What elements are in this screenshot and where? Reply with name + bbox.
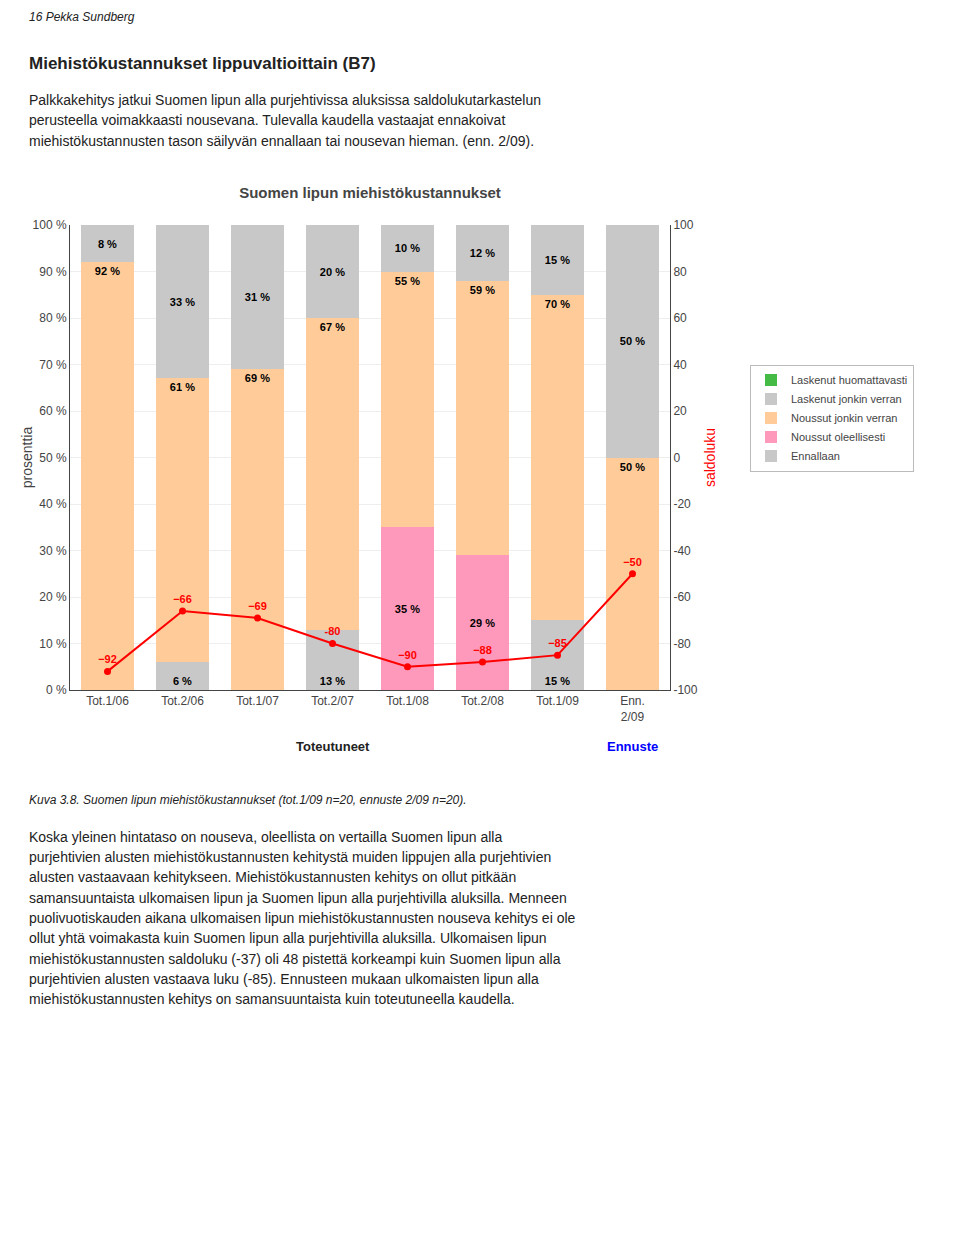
svg-text:67 %: 67 %	[320, 321, 345, 333]
svg-text:30 %: 30 %	[39, 544, 67, 558]
svg-text:-80: -80	[673, 637, 691, 651]
html-text:Kuva 3.8. Suomen lipun miehist: Kuva 3.8. Suomen lipun miehistökustannuk…	[29, 792, 467, 807]
svg-text:80: 80	[673, 265, 687, 279]
html-text:Palkkakehitys jatkui Suomen li: Palkkakehitys jatkui Suomen lipun alla p…	[29, 92, 541, 149]
svg-text:Laskenut huomattavasti: Laskenut huomattavasti	[791, 374, 907, 386]
svg-text:13 %: 13 %	[320, 675, 345, 687]
svg-text:50 %: 50 %	[39, 451, 67, 465]
svg-text:50 %: 50 %	[620, 335, 645, 347]
svg-text:40: 40	[673, 358, 687, 372]
html-text:Miehistökustannukset lippuvalt: Miehistökustannukset lippuvaltioittain (…	[29, 54, 376, 73]
svg-text:20: 20	[673, 404, 687, 418]
svg-text:Noussut jonkin verran: Noussut jonkin verran	[791, 412, 897, 424]
svg-text:Tot.1/08: Tot.1/08	[386, 694, 429, 708]
svg-text:Tot.1/06: Tot.1/06	[86, 694, 129, 708]
svg-text:Tot.2/08: Tot.2/08	[461, 694, 504, 708]
svg-text:Ennuste: Ennuste	[607, 739, 658, 754]
svg-text:10 %: 10 %	[39, 637, 67, 651]
svg-text:Enn.2/09: Enn.2/09	[620, 694, 645, 724]
svg-text:55 %: 55 %	[395, 274, 420, 286]
svg-text:Laskenut jonkin verran: Laskenut jonkin verran	[791, 393, 902, 405]
svg-text:Tot.1/07: Tot.1/07	[236, 694, 279, 708]
svg-text:15 %: 15 %	[545, 675, 570, 687]
svg-text:100: 100	[673, 218, 693, 232]
svg-text:saldoluku: saldoluku	[702, 428, 718, 487]
svg-text:59 %: 59 %	[470, 284, 495, 296]
svg-text:61 %: 61 %	[170, 381, 195, 393]
svg-text:10 %: 10 %	[395, 242, 420, 254]
svg-text:90 %: 90 %	[39, 265, 67, 279]
svg-text:-40: -40	[673, 544, 691, 558]
svg-text:6 %: 6 %	[173, 675, 192, 687]
svg-text:−66: −66	[173, 593, 192, 605]
svg-text:Tot.1/09: Tot.1/09	[536, 694, 579, 708]
svg-text:0: 0	[673, 451, 680, 465]
svg-text:−90: −90	[398, 649, 417, 661]
svg-text:Suomen lipun miehistökustannuk: Suomen lipun miehistökustannukset	[239, 183, 501, 200]
svg-text:31 %: 31 %	[245, 291, 270, 303]
svg-text:60 %: 60 %	[39, 404, 67, 418]
svg-text:Ennallaan: Ennallaan	[791, 450, 840, 462]
svg-text:12 %: 12 %	[470, 247, 495, 259]
svg-text:15 %: 15 %	[545, 254, 570, 266]
svg-text:-20: -20	[673, 497, 691, 511]
svg-text:80 %: 80 %	[39, 311, 67, 325]
svg-text:20 %: 20 %	[39, 590, 67, 604]
svg-text:−92: −92	[98, 653, 117, 665]
html-text:16 Pekka Sundberg: 16 Pekka Sundberg	[29, 10, 135, 24]
svg-text:40 %: 40 %	[39, 497, 67, 511]
svg-text:−88: −88	[473, 644, 492, 656]
svg-text:60: 60	[673, 311, 687, 325]
svg-text:−85: −85	[548, 637, 567, 649]
svg-text:8 %: 8 %	[98, 237, 117, 249]
svg-text:-60: -60	[673, 590, 691, 604]
svg-text:50 %: 50 %	[620, 460, 645, 472]
svg-text:Tot.2/06: Tot.2/06	[161, 694, 204, 708]
svg-text:Tot.2/07: Tot.2/07	[311, 694, 354, 708]
svg-text:33 %: 33 %	[170, 296, 195, 308]
svg-text:Toteutuneet: Toteutuneet	[296, 739, 370, 754]
svg-text:100 %: 100 %	[33, 218, 67, 232]
svg-text:70 %: 70 %	[39, 358, 67, 372]
svg-text:20 %: 20 %	[320, 265, 345, 277]
svg-text:−69: −69	[248, 600, 267, 612]
svg-text:92 %: 92 %	[95, 265, 120, 277]
svg-text:-80: -80	[325, 625, 341, 637]
svg-text:35 %: 35 %	[395, 603, 420, 615]
svg-text:29 %: 29 %	[470, 616, 495, 628]
svg-text:0 %: 0 %	[46, 683, 67, 697]
svg-text:prosenttia: prosenttia	[19, 426, 35, 488]
svg-text:-100: -100	[673, 683, 697, 697]
svg-text:−50: −50	[623, 556, 642, 568]
svg-text:69 %: 69 %	[245, 372, 270, 384]
html-text:Koska yleinen hintataso on nou: Koska yleinen hintataso on nouseva, olee…	[29, 828, 576, 1008]
svg-text:Noussut oleellisesti: Noussut oleellisesti	[791, 431, 885, 443]
svg-text:70 %: 70 %	[545, 298, 570, 310]
